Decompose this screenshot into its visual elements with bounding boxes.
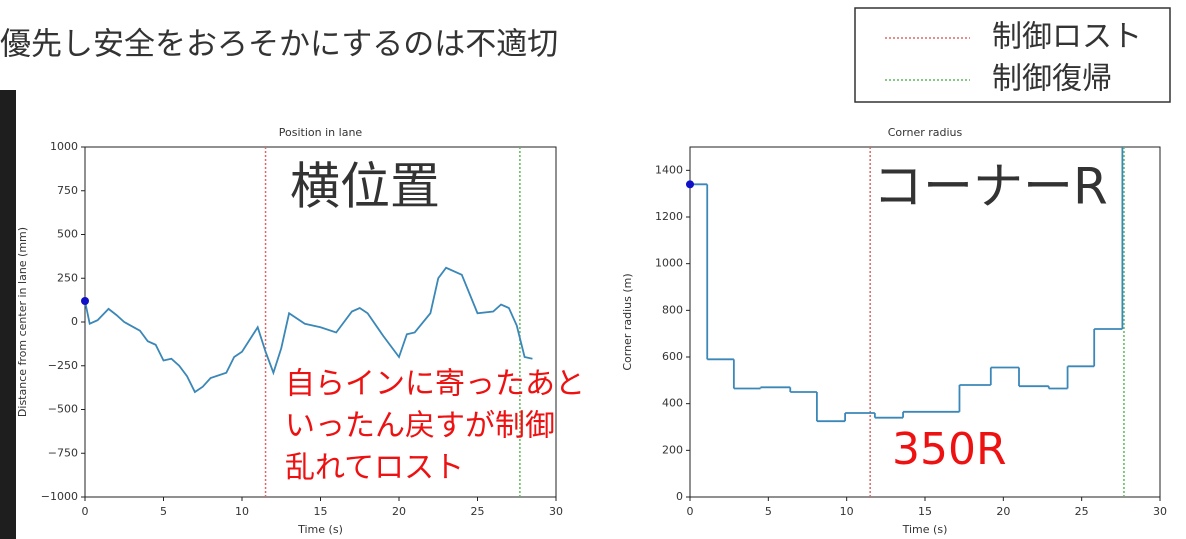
chart-annotation: 横位置 [290,158,440,216]
x-tick-label: 20 [392,505,406,518]
x-tick-label: 5 [160,505,167,518]
y-tick-label: −250 [48,359,78,372]
legend-box [854,7,1171,103]
x-tick-label: 10 [840,505,854,518]
x-tick-label: 25 [471,505,485,518]
y-tick-label: 800 [662,303,683,316]
x-tick-label: 25 [1075,505,1089,518]
x-tick-label: 10 [235,505,249,518]
y-tick-label: 1000 [50,140,78,153]
y-tick-label: −500 [48,403,78,416]
red-note: 自らインに寄ったあと [285,367,585,402]
y-axis-label: Corner radius (m) [621,273,634,370]
x-tick-label: 5 [765,505,772,518]
y-tick-label: −750 [48,446,78,459]
x-tick-label: 15 [314,505,328,518]
y-tick-label: 200 [662,443,683,456]
y-tick-label: 500 [57,228,78,241]
chart-title: Position in lane [279,126,363,139]
x-tick-label: 0 [82,505,89,518]
red-note: いったん戻すが制御 [285,409,555,444]
data-line [84,266,533,394]
start-marker [81,297,89,305]
y-axis-label: Distance from center in lane (mm) [16,227,29,417]
red-note: 350R [892,424,1007,475]
x-axis-label: Time (s) [902,523,948,536]
heading: 優先し安全をおろそかにするのは不適切 [0,27,558,63]
x-axis-label: Time (s) [297,523,343,536]
chart-title: Corner radius [888,126,963,139]
y-tick-label: 1400 [655,163,683,176]
red-note: 乱れてロスト [285,451,464,486]
y-tick-label: 250 [57,271,78,284]
x-tick-label: 30 [1153,505,1167,518]
x-tick-label: 0 [687,505,694,518]
legend-label: 制御復帰 [992,62,1112,97]
y-tick-label: 1200 [655,210,683,223]
chart-annotation: コーナーR [873,158,1108,216]
x-tick-label: 20 [996,505,1010,518]
y-tick-label: 1000 [655,257,683,270]
x-tick-label: 15 [918,505,932,518]
y-tick-label: 0 [676,490,683,503]
y-tick-label: 400 [662,397,683,410]
y-tick-label: −1000 [41,490,78,503]
y-tick-label: 0 [71,315,78,328]
photo-strip [0,90,16,539]
y-tick-label: 750 [57,184,78,197]
y-tick-label: 600 [662,350,683,363]
start-marker [686,180,694,189]
x-tick-label: 30 [549,505,563,518]
legend-label: 制御ロスト [992,20,1142,55]
